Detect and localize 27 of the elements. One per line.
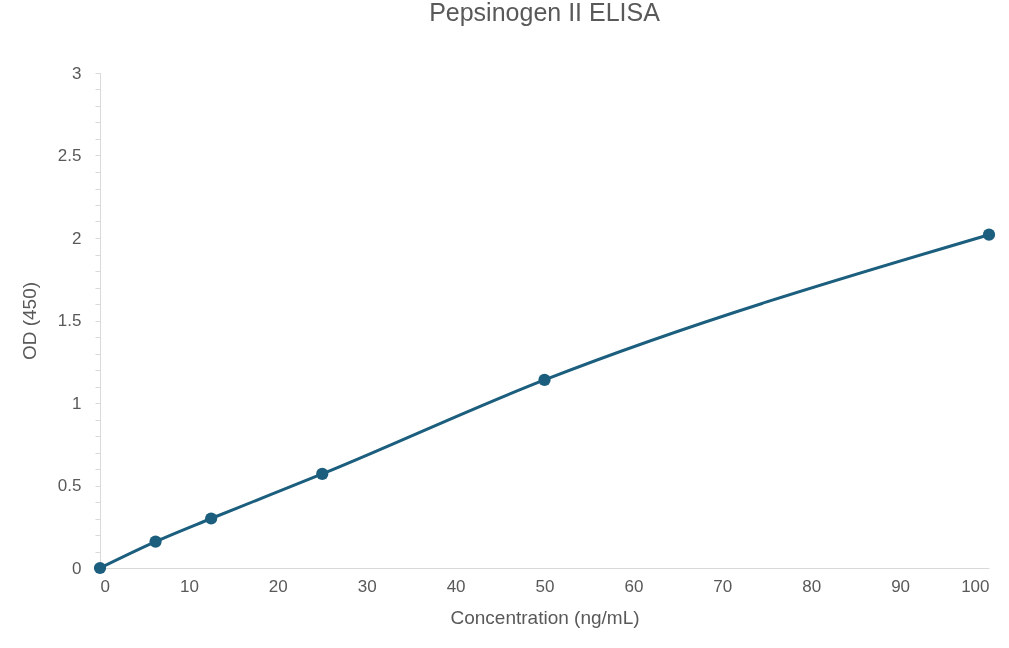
y-tick-label: 0.5 bbox=[57, 476, 82, 495]
point bbox=[316, 467, 329, 481]
y-tick-label: 2.5 bbox=[57, 146, 82, 165]
point bbox=[205, 512, 218, 525]
point bbox=[982, 228, 996, 241]
x-tick-label: 0 bbox=[100, 576, 110, 596]
point bbox=[149, 535, 162, 548]
y-tick-label: 3 bbox=[72, 63, 82, 83]
x-axis-title: Concentration (ng/mL) bbox=[450, 606, 640, 628]
x-tick-label: 90 bbox=[891, 576, 911, 596]
x-tick-label: 50 bbox=[535, 576, 555, 596]
y-tick-label: 2 bbox=[72, 228, 82, 248]
x-tick-label: 60 bbox=[624, 576, 644, 596]
x-tick-label: 20 bbox=[268, 576, 288, 596]
point bbox=[93, 561, 107, 575]
y-axis-title: OD (450) bbox=[18, 281, 40, 361]
y-tick-label: 1.5 bbox=[57, 311, 82, 330]
x-tick-label: 40 bbox=[446, 576, 466, 596]
y-tick-label: 0 bbox=[72, 558, 82, 578]
x-tick-label: 30 bbox=[357, 576, 377, 596]
y-tick-label: 1 bbox=[72, 393, 82, 413]
x-tick-label: 100 bbox=[961, 576, 990, 596]
point bbox=[538, 373, 551, 387]
chart-title: Pepsinogen II ELISA bbox=[429, 0, 661, 26]
x-tick-label: 10 bbox=[179, 576, 199, 596]
x-tick-label: 70 bbox=[713, 576, 733, 596]
x-tick-label: 80 bbox=[802, 576, 822, 596]
